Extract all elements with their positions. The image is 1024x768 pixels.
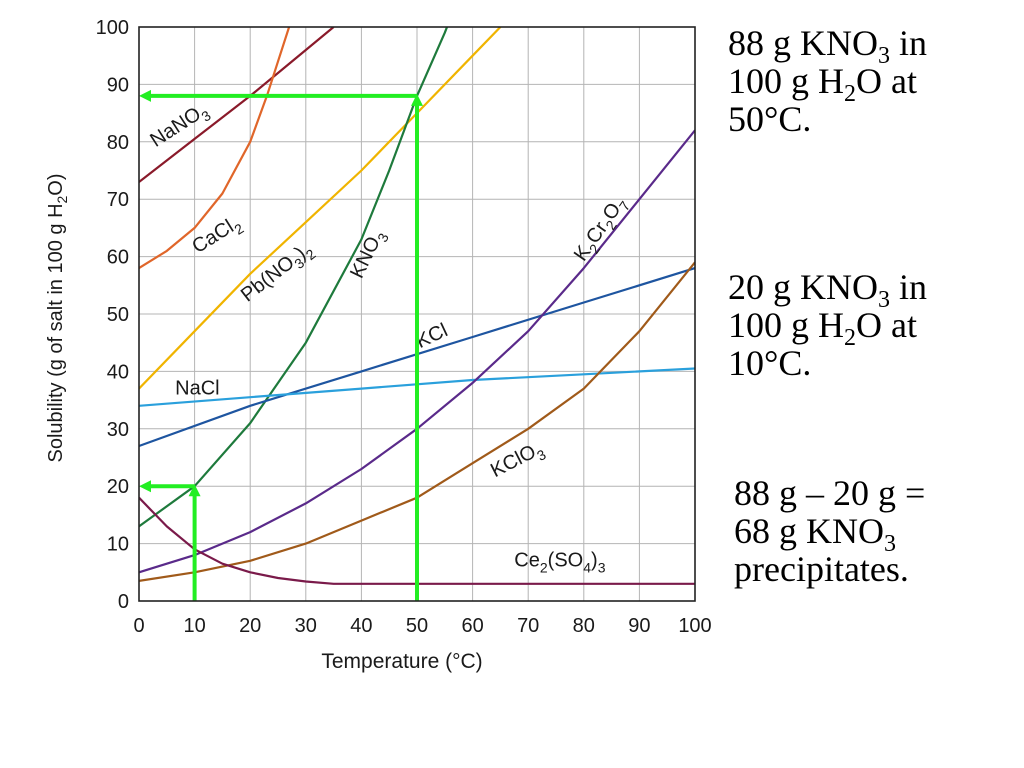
x-tick-label: 10: [183, 615, 205, 637]
plot-frame: [138, 26, 696, 602]
note-precipitate: 88 g – 20 g = 68 g KNO3 precipitates.: [734, 473, 926, 589]
y-tick-label: 40: [107, 361, 129, 383]
y-tick-label: 50: [107, 304, 129, 326]
series-line-pbno32: [139, 27, 502, 390]
y-tick-label: 30: [107, 419, 129, 441]
series-line-cacl2: [139, 27, 291, 270]
series-line-nano3: [139, 27, 335, 183]
x-tick-label: 100: [678, 615, 711, 637]
y-axis-title: Solubility (g of salt in 100 g H2O): [45, 173, 70, 462]
series-line-kno3: [139, 27, 449, 528]
y-tick-label: 90: [107, 74, 129, 96]
curve-label-ce2so43: Ce2​(SO4​)3​: [514, 550, 605, 576]
curve-label-nano3: NaNO3​: [146, 99, 213, 155]
x-tick-label: 50: [406, 615, 428, 637]
curve-label-nacl: NaCl: [175, 377, 219, 399]
y-tick-label: 10: [107, 534, 129, 556]
arrowhead-up-kno3-50c: [411, 93, 423, 106]
arrowhead-left-kno3-50c: [139, 89, 151, 102]
y-tick-label: 80: [107, 132, 129, 154]
x-axis-title: Temperature (°C): [321, 650, 482, 673]
series-line-ce2so43: [139, 496, 695, 585]
x-tick-label: 30: [295, 615, 317, 637]
x-tick-label: 40: [350, 615, 372, 637]
y-tick-label: 0: [118, 591, 129, 613]
x-tick-label: 20: [239, 615, 261, 637]
solubility-chart: NaNO3​CaCl2​Pb(NO3​)2​ KNO3​KClNaClK2​Cr2…: [45, 17, 712, 673]
arrowhead-left-kno3-10c: [139, 480, 151, 493]
curve-label-kclo3: KClO3​: [487, 437, 549, 485]
axes: 0 10 20 30 40 50 60 70 80 90 100 0 10 20 30 40 50 60 70 80 9…: [45, 17, 712, 673]
y-tick-label: 20: [107, 476, 129, 498]
annotation-arrows: [139, 89, 423, 601]
note-kno3-50c: 88 g KNO3 in 100 g H2O at 50°C.: [728, 23, 928, 139]
x-tick-label: 60: [461, 615, 483, 637]
y-tick-label: 60: [107, 247, 129, 269]
arrowhead-up-kno3-10c: [188, 484, 201, 497]
x-tick-label: 80: [573, 615, 595, 637]
x-tick-label: 0: [133, 615, 144, 637]
y-tick-label: 70: [107, 189, 129, 211]
curve-label-cacl2: CaCl2​: [188, 212, 246, 262]
note-kno3-10c: 20 g KNO3 in 100 g H2O at 10°C.: [728, 267, 928, 383]
y-tick-label: 100: [96, 17, 129, 39]
x-tick-label: 90: [628, 615, 650, 637]
x-tick-label: 70: [517, 615, 539, 637]
